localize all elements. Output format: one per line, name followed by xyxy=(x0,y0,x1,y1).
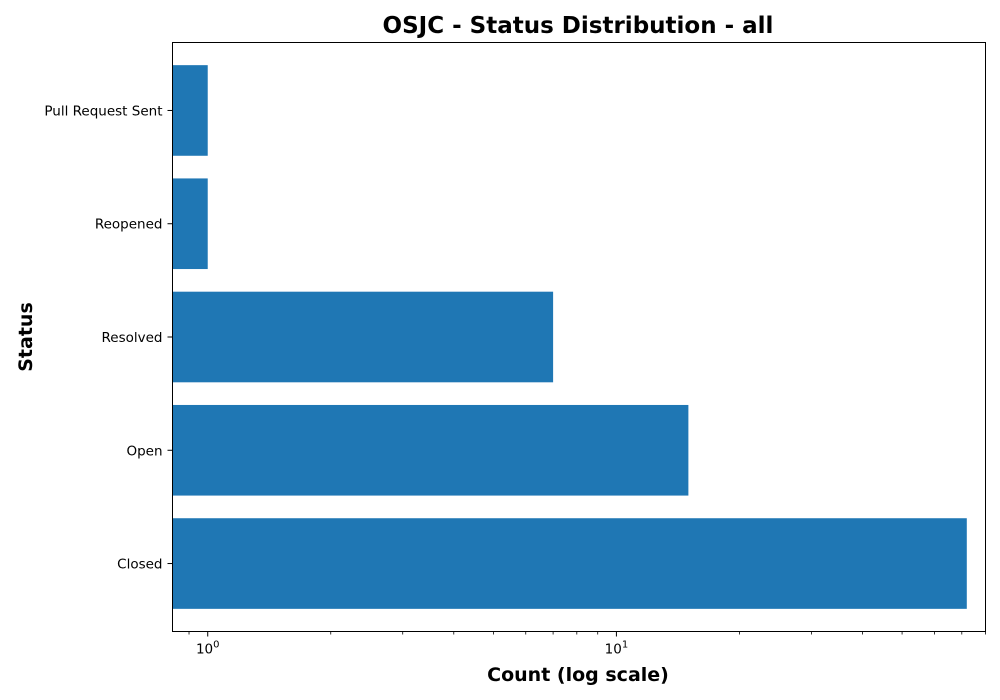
y-tick-label: Open xyxy=(126,443,162,459)
bar-pull-request-sent xyxy=(172,65,208,156)
ticks-layer: Closed Open Resolved Reopened Pull Request S… xyxy=(44,103,986,658)
x-axis-label: Count (log scale) xyxy=(487,664,669,686)
y-tick-label: Closed xyxy=(117,557,162,573)
chart-title: OSJC - Status Distribution - all xyxy=(383,13,774,39)
x-tick-label: 100 xyxy=(196,640,220,658)
x-tick-label: 101 xyxy=(605,640,629,658)
bar-closed xyxy=(172,518,967,609)
plot-frame xyxy=(172,42,986,632)
y-tick-label: Pull Request Sent xyxy=(44,103,162,119)
bar-open xyxy=(172,404,689,496)
y-tick-label: Resolved xyxy=(102,330,163,346)
y-axis-label: Status xyxy=(15,302,37,372)
y-tick-label: Reopened xyxy=(95,217,163,233)
bar-resolved xyxy=(172,291,554,383)
bar-reopened xyxy=(172,178,208,270)
bars-layer xyxy=(172,65,967,609)
